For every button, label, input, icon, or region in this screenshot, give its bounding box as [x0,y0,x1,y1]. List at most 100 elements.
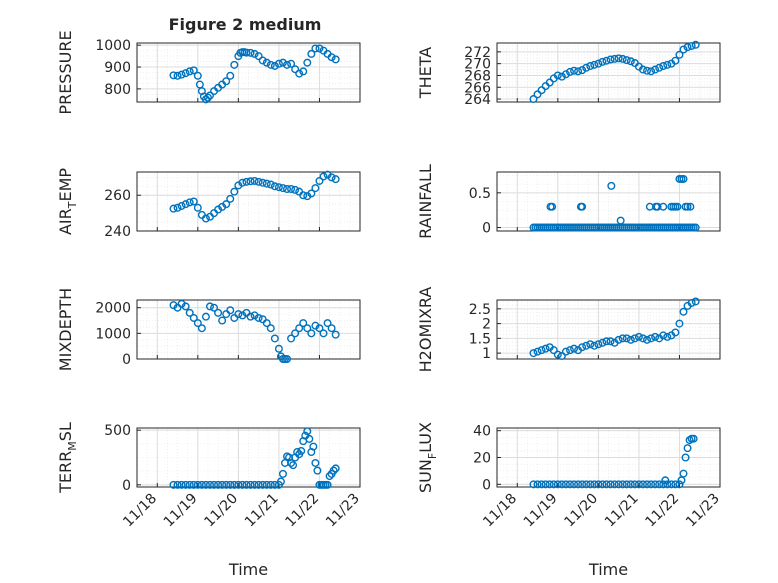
series-markers [529,434,698,489]
data-point [574,480,583,489]
data-point [197,480,206,489]
data-point [598,57,607,66]
data-point [331,330,340,339]
data-point [173,480,182,489]
y-tick-label: 20 [473,451,491,467]
data-point [203,93,212,102]
data-point [254,52,263,61]
data-point [181,69,190,78]
data-point [578,480,587,489]
data-point [283,184,292,193]
data-point [671,480,680,489]
y-label-end: SL [56,422,75,441]
data-point [327,324,336,333]
data-point [557,72,566,81]
data-point [689,434,698,443]
data-point [270,334,279,343]
y-tick-label: 2.5 [469,302,491,318]
data-point [201,480,210,489]
data-point [570,344,579,353]
y-tick-label: 1 [482,346,491,362]
data-point [315,176,324,185]
data-point [210,303,219,312]
data-point [331,55,340,64]
data-point [181,480,190,489]
data-point [205,480,214,489]
data-point [653,202,662,211]
data-point [287,184,296,193]
data-point [303,324,312,333]
data-point [262,179,271,188]
subplot-4: 0 0.5 RAINFALL [416,164,721,239]
data-point [643,335,652,344]
data-point [173,203,182,212]
data-point [626,335,635,344]
data-point [683,444,692,453]
x-tick-label: 11/22 [282,491,322,531]
data-point [189,66,198,75]
x-tick-label: 11/23 [683,491,723,531]
data-point [602,480,611,489]
data-point [246,48,255,57]
y-axis-label: PRESSURE [56,30,75,114]
data-point [319,172,328,181]
data-point [561,347,570,356]
data-point [638,480,647,489]
data-point [313,466,322,475]
y-tick-label: 0 [122,352,131,368]
data-point [205,302,214,311]
series-markers [169,427,340,489]
data-point [651,332,660,341]
x-tick-label: 11/18 [480,491,520,531]
data-point [201,95,210,104]
data-point [590,341,599,350]
data-point [238,178,247,187]
data-point [287,458,296,467]
data-point [218,480,227,489]
data-point [549,480,558,489]
data-point [214,308,223,317]
y-label-main: TERR [56,451,75,494]
data-point [537,480,546,489]
data-point [537,86,546,95]
data-point [659,62,668,71]
data-point [683,202,692,211]
data-point [594,480,603,489]
data-point [691,40,700,49]
data-point [177,480,186,489]
data-point [303,58,312,67]
data-point [299,191,308,200]
data-point [651,480,660,489]
data-point [606,480,615,489]
y-tick-label: 266 [464,80,491,96]
data-point [663,60,672,69]
y-axis-label: RAINFALL [416,164,435,239]
data-point [291,65,300,74]
data-point [181,200,190,209]
x-tick-label: 11/19 [161,491,201,531]
data-point [331,175,340,184]
data-point [274,59,283,68]
data-point [622,334,631,343]
data-point [663,332,672,341]
data-point [643,480,652,489]
data-point [266,60,275,69]
y-tick-label: 40 [473,424,491,440]
data-point [230,480,239,489]
data-point [254,313,263,322]
y-label-end: EMP [56,168,75,202]
data-point [598,480,607,489]
data-point [266,324,275,333]
y-tick-label: 500 [104,423,131,439]
data-point [222,77,231,86]
data-point [234,310,243,319]
series-markers [529,297,700,361]
y-label-main: RAINFALL [416,164,435,239]
data-point [311,184,320,193]
data-point [197,324,206,333]
data-point [661,476,670,485]
data-point [173,71,182,80]
data-point [565,67,574,76]
data-point [565,346,574,355]
